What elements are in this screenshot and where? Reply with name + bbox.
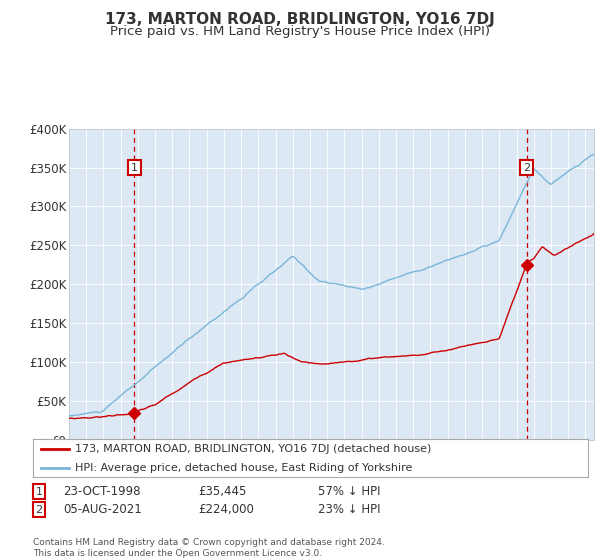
Text: Contains HM Land Registry data © Crown copyright and database right 2024.
This d: Contains HM Land Registry data © Crown c… bbox=[33, 538, 385, 558]
Text: 173, MARTON ROAD, BRIDLINGTON, YO16 7DJ (detached house): 173, MARTON ROAD, BRIDLINGTON, YO16 7DJ … bbox=[74, 444, 431, 454]
Text: £224,000: £224,000 bbox=[198, 503, 254, 516]
Text: 173, MARTON ROAD, BRIDLINGTON, YO16 7DJ: 173, MARTON ROAD, BRIDLINGTON, YO16 7DJ bbox=[105, 12, 495, 27]
Text: 23-OCT-1998: 23-OCT-1998 bbox=[63, 485, 140, 498]
Text: 05-AUG-2021: 05-AUG-2021 bbox=[63, 503, 142, 516]
Text: 23% ↓ HPI: 23% ↓ HPI bbox=[318, 503, 380, 516]
Text: £35,445: £35,445 bbox=[198, 485, 247, 498]
Text: HPI: Average price, detached house, East Riding of Yorkshire: HPI: Average price, detached house, East… bbox=[74, 463, 412, 473]
Text: Price paid vs. HM Land Registry's House Price Index (HPI): Price paid vs. HM Land Registry's House … bbox=[110, 25, 490, 38]
Bar bbox=[134, 129, 527, 440]
Text: 1: 1 bbox=[35, 487, 43, 497]
Text: 2: 2 bbox=[35, 505, 43, 515]
Text: 2: 2 bbox=[523, 162, 530, 172]
Text: 57% ↓ HPI: 57% ↓ HPI bbox=[318, 485, 380, 498]
Text: 1: 1 bbox=[131, 162, 138, 172]
